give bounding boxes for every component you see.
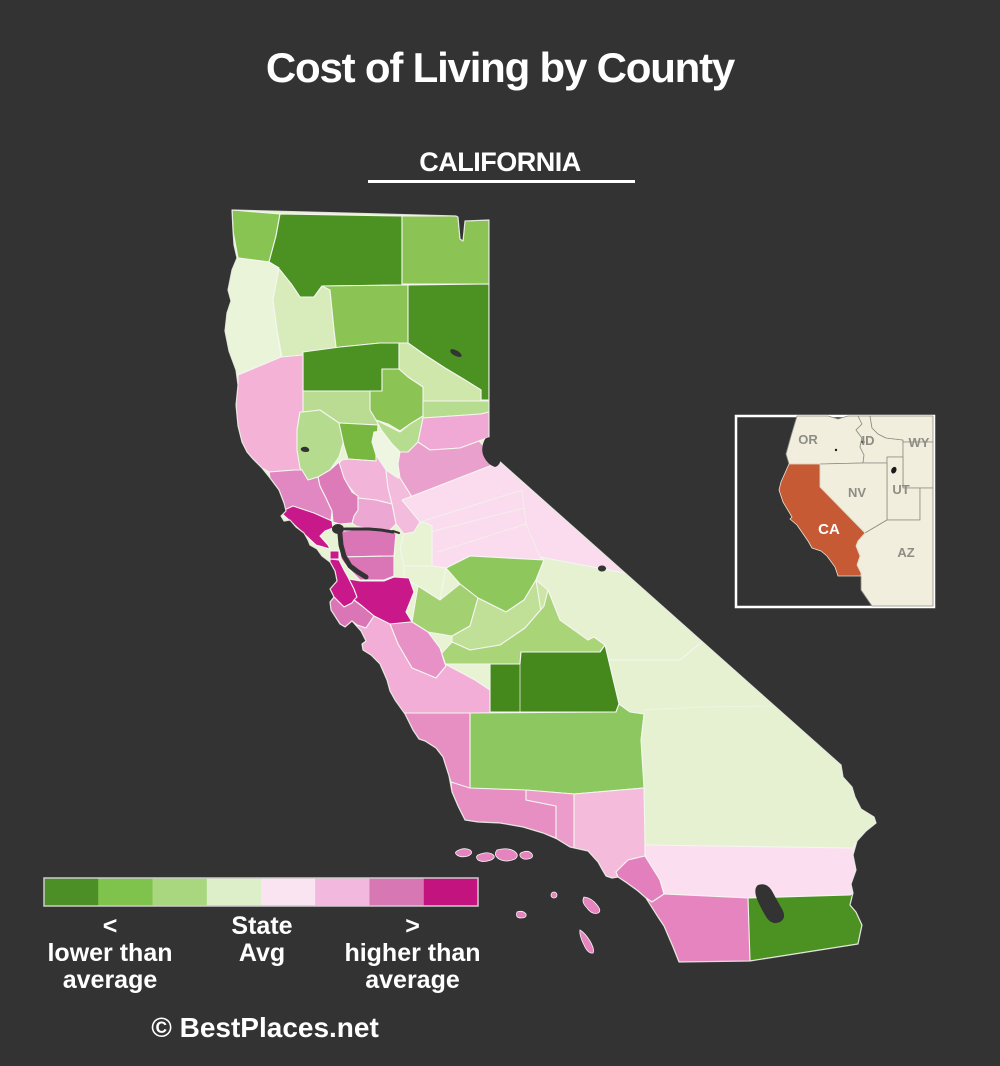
svg-text:UT: UT — [892, 482, 909, 497]
svg-text:NV: NV — [848, 485, 866, 500]
svg-text:OR: OR — [798, 432, 818, 447]
svg-text:AZ: AZ — [897, 545, 914, 560]
svg-text:CA: CA — [818, 521, 840, 538]
svg-text:ID: ID — [862, 433, 875, 448]
svg-text:WY: WY — [909, 435, 930, 450]
